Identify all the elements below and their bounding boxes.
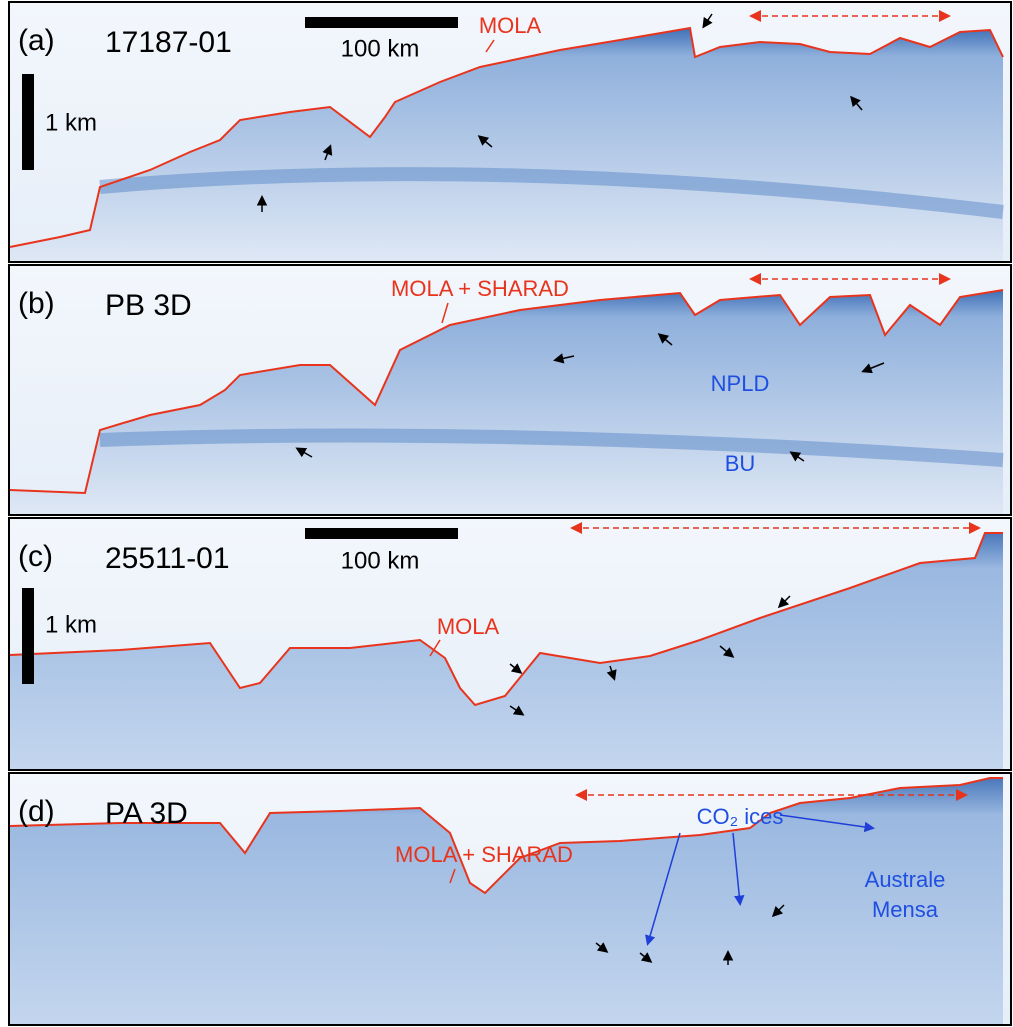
annotation: CO₂ ices xyxy=(697,804,784,829)
panel: (d) PA 3D MOLA + SHARAD CO₂ ices Australe Men… xyxy=(9,773,1011,1025)
annotation: BU xyxy=(725,451,756,476)
panel-name: PB 3D xyxy=(105,289,192,322)
scale-bar xyxy=(305,17,458,28)
vertical-bar-label: 1 km xyxy=(45,611,97,638)
panel: (a) 17187-01 100 km 1 km MOLA xyxy=(9,2,1011,262)
annotation: MOLA xyxy=(479,13,542,38)
annotation: MOLA + SHARAD xyxy=(391,276,569,301)
panel-name: 17187-01 xyxy=(105,26,232,59)
panel: (b) PB 3D MOLA + SHARAD NPLD BU xyxy=(9,265,1011,515)
scale-bar-label: 100 km xyxy=(341,35,420,62)
panel-label: (b) xyxy=(18,287,55,320)
panel-name: 25511-01 xyxy=(105,542,230,575)
annotation: NPLD xyxy=(711,371,770,396)
figure: (a) 17187-01 100 km 1 km MOLA (b) PB 3D MOLA + … xyxy=(0,0,1013,1027)
annotation: MOLA + SHARAD xyxy=(395,842,573,867)
panel-label: (c) xyxy=(18,540,53,573)
panel-name: PA 3D xyxy=(105,797,188,830)
panel: (c) 25511-01 100 km 1 km MOLA xyxy=(9,518,1011,770)
scale-bar-label: 100 km xyxy=(341,547,420,574)
vertical-bar-label: 1 km xyxy=(45,109,97,136)
scale-bar xyxy=(305,528,458,539)
panel-label: (a) xyxy=(18,24,55,57)
annotation: Mensa xyxy=(872,897,939,922)
annotation: Australe xyxy=(865,867,946,892)
panel-label: (d) xyxy=(18,795,55,828)
vertical-bar xyxy=(22,74,34,170)
annotation: MOLA xyxy=(437,614,500,639)
vertical-bar xyxy=(22,588,34,684)
